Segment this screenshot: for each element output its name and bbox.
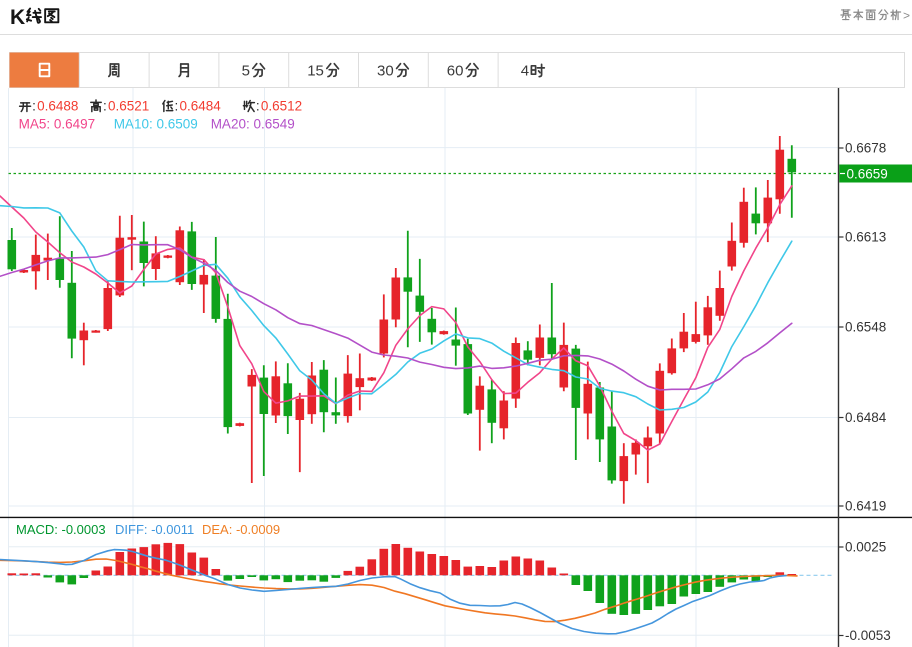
svg-text:>: > xyxy=(903,9,910,23)
svg-text:4: 4 xyxy=(521,63,529,80)
svg-text::: : xyxy=(175,99,179,114)
svg-text::: : xyxy=(32,99,36,114)
svg-text:DEA: -0.0009: DEA: -0.0009 xyxy=(202,522,280,537)
svg-text:30: 30 xyxy=(377,63,394,80)
svg-text:0.6659: 0.6659 xyxy=(847,166,888,181)
svg-text:MACD: -0.0003: MACD: -0.0003 xyxy=(16,522,106,537)
svg-text:-0.0053: -0.0053 xyxy=(845,628,891,643)
svg-text:15: 15 xyxy=(307,63,324,80)
svg-text:0.6548: 0.6548 xyxy=(845,320,886,335)
svg-text:MA20: 0.6549: MA20: 0.6549 xyxy=(211,117,295,132)
svg-text:0.0025: 0.0025 xyxy=(845,540,886,555)
svg-text:0.6521: 0.6521 xyxy=(108,99,149,114)
svg-text:0.6678: 0.6678 xyxy=(845,141,886,156)
svg-text:MA5: 0.6497: MA5: 0.6497 xyxy=(19,117,96,132)
svg-text:0.6488: 0.6488 xyxy=(37,99,78,114)
svg-text:5: 5 xyxy=(242,63,250,80)
svg-text:0.6484: 0.6484 xyxy=(845,410,887,425)
svg-text:0.6613: 0.6613 xyxy=(845,230,886,245)
svg-text::: : xyxy=(256,99,260,114)
svg-text:0.6484: 0.6484 xyxy=(180,99,222,114)
svg-text:K: K xyxy=(10,6,25,29)
svg-text:DIFF: -0.0011: DIFF: -0.0011 xyxy=(115,522,194,537)
svg-text:0.6419: 0.6419 xyxy=(845,499,886,514)
svg-text:0.6512: 0.6512 xyxy=(261,99,302,114)
svg-text:60: 60 xyxy=(447,63,464,80)
svg-text::: : xyxy=(103,99,107,114)
svg-text:MA10: 0.6509: MA10: 0.6509 xyxy=(114,117,198,132)
